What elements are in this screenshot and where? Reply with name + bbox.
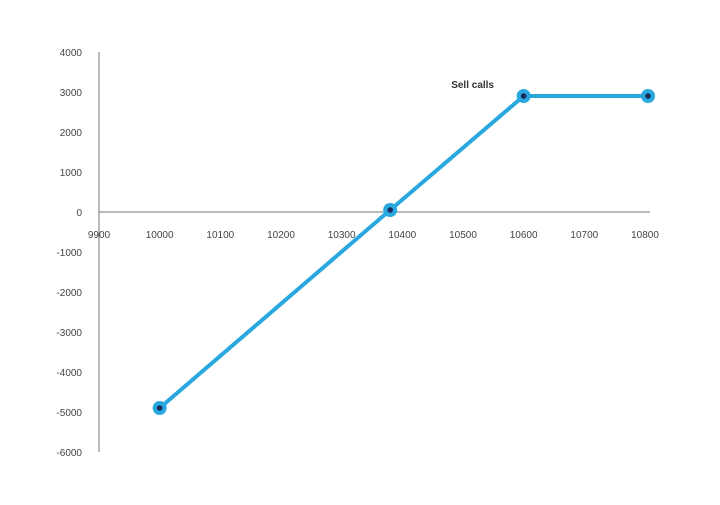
data-point-center: [156, 405, 163, 411]
x-tick-label: 10600: [510, 230, 538, 241]
x-tick-label: 10300: [328, 230, 356, 241]
x-tick-label: 10800: [631, 230, 659, 241]
x-tick-label: 10700: [570, 230, 598, 241]
y-tick-label: -6000: [56, 448, 82, 459]
y-tick-label: -2000: [56, 288, 82, 299]
y-tick-label: 4000: [60, 48, 83, 59]
y-tick-label: 2000: [60, 128, 83, 139]
x-tick-label: 9900: [88, 230, 111, 241]
series-line: [158, 94, 649, 410]
x-tick-label: 10200: [267, 230, 295, 241]
y-tick-label: 0: [76, 208, 82, 219]
x-tick-label: 10500: [449, 230, 477, 241]
annotation-label: Sell calls: [451, 80, 494, 91]
x-tick-label: 10400: [388, 230, 416, 241]
data-point-center: [387, 207, 394, 213]
y-tick-label: 1000: [60, 168, 83, 179]
y-tick-label: 3000: [60, 88, 83, 99]
x-tick-label: 10000: [146, 230, 174, 241]
y-tick-label: -4000: [56, 368, 82, 379]
x-tick-label: 10100: [206, 230, 234, 241]
data-point-center: [645, 93, 651, 99]
y-tick-label: -3000: [56, 328, 82, 339]
y-tick-label: -5000: [56, 408, 82, 419]
y-tick-label: -1000: [56, 248, 82, 259]
data-point-center: [520, 93, 527, 99]
